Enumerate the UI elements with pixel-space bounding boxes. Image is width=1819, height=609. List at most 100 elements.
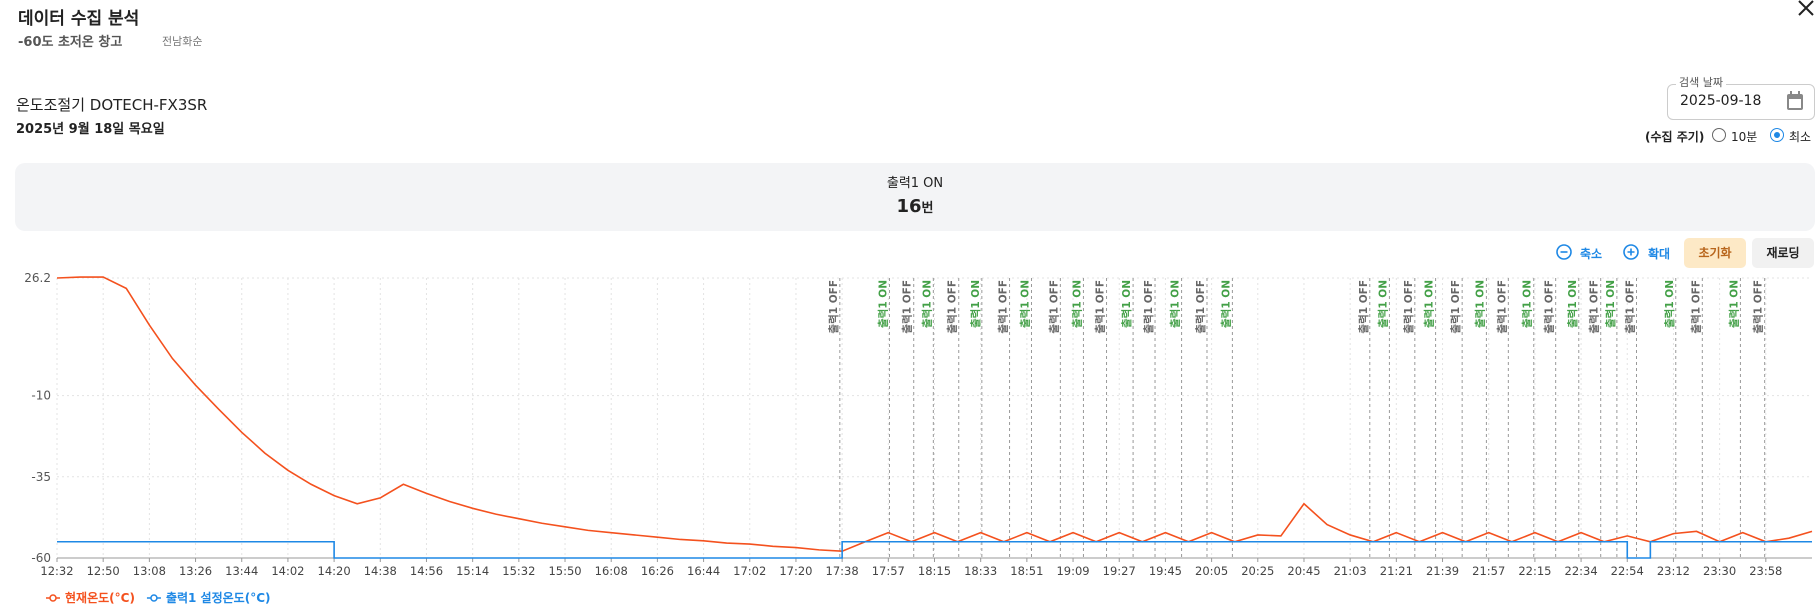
count: 16	[896, 196, 922, 217]
annotation-label: 출력1 ON	[1376, 280, 1389, 328]
x-tick-label: 17:38	[826, 564, 859, 578]
x-tick-label: 14:20	[318, 564, 351, 578]
annotation-label: 출력1 ON	[1018, 280, 1031, 328]
x-tick-label: 21:03	[1334, 564, 1367, 578]
legend-marker	[49, 594, 57, 602]
x-tick-label: 22:34	[1565, 564, 1598, 578]
x-tick-label: 23:58	[1749, 564, 1782, 578]
summary-count: 16번	[15, 196, 1815, 217]
x-tick-label: 17:20	[779, 564, 812, 578]
x-tick-label: 16:08	[595, 564, 628, 578]
reload-button[interactable]: 재로딩	[1752, 238, 1814, 268]
date-label: 검색 날짜	[1676, 74, 1726, 90]
x-tick-label: 20:25	[1241, 564, 1274, 578]
x-tick-label: 23:12	[1657, 564, 1690, 578]
x-tick-label: 12:50	[87, 564, 120, 578]
legend-label: 출력1 설정온도(°C)	[166, 590, 271, 605]
zoom-out[interactable]: 축소	[1580, 247, 1603, 261]
annotation-label: 출력1 ON	[1473, 280, 1486, 328]
annotation-label: 출력1 OFF	[1357, 280, 1370, 334]
annotation-label: 출력1 ON	[1663, 280, 1676, 328]
x-tick-label: 13:26	[179, 564, 212, 578]
annotation-label: 출력1 ON	[1727, 280, 1740, 328]
y-tick-label: -35	[31, 470, 51, 484]
reset-button[interactable]: 초기화	[1684, 238, 1746, 268]
annotation-label: 출력1 ON	[969, 280, 982, 328]
x-tick-label: 15:32	[502, 564, 535, 578]
annotation-label: 출력1 ON	[876, 280, 889, 328]
x-tick-label: 17:57	[872, 564, 905, 578]
annotation-label: 출력1 OFF	[901, 280, 914, 334]
annotation-label: 출력1 ON	[1566, 280, 1579, 328]
series-line	[56, 276, 1813, 552]
annotation-label: 출력1 ON	[920, 280, 933, 328]
legend-label: 현재온도(°C)	[65, 590, 135, 605]
x-tick-label: 13:44	[225, 564, 258, 578]
close-button[interactable]	[1796, 0, 1816, 16]
annotation-label: 출력1 OFF	[1402, 280, 1415, 334]
annotation-label: 출력1 OFF	[1142, 280, 1155, 334]
summary-box	[15, 163, 1815, 231]
x-tick-label: 16:26	[641, 564, 674, 578]
title: 데이터 수집 분석	[18, 9, 140, 29]
annotation-label: 출력1 ON	[1070, 280, 1083, 328]
x-tick-label: 19:45	[1149, 564, 1182, 578]
x-tick-label: 23:30	[1703, 564, 1736, 578]
legend-marker	[150, 594, 158, 602]
y-tick-label: -10	[31, 389, 51, 403]
subtitle: -60도 초저온 창고	[18, 35, 123, 50]
x-tick-label: 18:33	[964, 564, 997, 578]
annotation-label: 출력1 ON	[1169, 280, 1182, 328]
annotation-label: 출력1 OFF	[997, 280, 1010, 334]
x-tick-label: 18:51	[1010, 564, 1043, 578]
radio-label[interactable]: 최소	[1789, 130, 1812, 144]
annotation-label: 출력1 OFF	[1094, 280, 1107, 334]
annotation-label: 출력1 OFF	[1047, 280, 1060, 334]
annotation-label: 출력1 OFF	[1752, 280, 1765, 334]
zoom-out-icon[interactable]	[1555, 243, 1573, 261]
x-tick-label: 19:27	[1103, 564, 1136, 578]
summary-label: 출력1 ON	[886, 176, 944, 191]
x-tick-label: 21:57	[1472, 564, 1505, 578]
annotation-label: 출력1 ON	[1423, 280, 1436, 328]
annotation-label: 출력1 OFF	[1588, 280, 1601, 334]
annotation-label: 출력1 OFF	[1689, 280, 1702, 334]
annotation-label: 출력1 OFF	[1194, 280, 1207, 334]
x-tick-label: 14:38	[364, 564, 397, 578]
x-tick-label: 21:21	[1380, 564, 1413, 578]
radio-dot	[1773, 131, 1780, 138]
radio[interactable]	[1770, 128, 1784, 142]
y-tick-label: 26.2	[24, 271, 51, 285]
period-label: (수집 주기)	[1645, 130, 1705, 144]
x-tick-label: 16:44	[687, 564, 720, 578]
zoom-in[interactable]: 확대	[1648, 247, 1671, 261]
x-tick-label: 20:45	[1287, 564, 1320, 578]
annotation-label: 출력1 OFF	[1495, 280, 1508, 334]
x-tick-label: 18:15	[918, 564, 951, 578]
date-value: 2025-09-18	[1680, 93, 1762, 109]
x-tick-label: 22:54	[1611, 564, 1644, 578]
annotation-label: 출력1 ON	[1521, 280, 1534, 328]
x-tick-label: 15:14	[456, 564, 489, 578]
series-line	[57, 540, 1812, 559]
zoom-in-icon[interactable]	[1622, 243, 1640, 261]
location: 전남화순	[162, 35, 203, 48]
annotation-label: 출력1 OFF	[1624, 280, 1637, 334]
x-tick-label: 15:50	[548, 564, 581, 578]
calendar-icon[interactable]	[1785, 90, 1805, 112]
date-field[interactable]	[1667, 84, 1815, 120]
annotation-label: 출력1 OFF	[1449, 280, 1462, 334]
date-text: 2025년 9월 18일 목요일	[16, 122, 165, 137]
annotation-label: 출력1 ON	[1219, 280, 1232, 328]
x-tick-label: 12:32	[40, 564, 73, 578]
annotation-label: 출력1 ON	[1120, 280, 1133, 328]
x-tick-label: 20:05	[1195, 564, 1228, 578]
radio[interactable]	[1712, 128, 1726, 142]
annotation-label: 출력1 OFF	[1543, 280, 1556, 334]
x-tick-label: 21:39	[1426, 564, 1459, 578]
x-tick-label: 22:15	[1518, 564, 1551, 578]
x-tick-label: 19:09	[1056, 564, 1089, 578]
radio-label[interactable]: 10분	[1731, 130, 1758, 144]
